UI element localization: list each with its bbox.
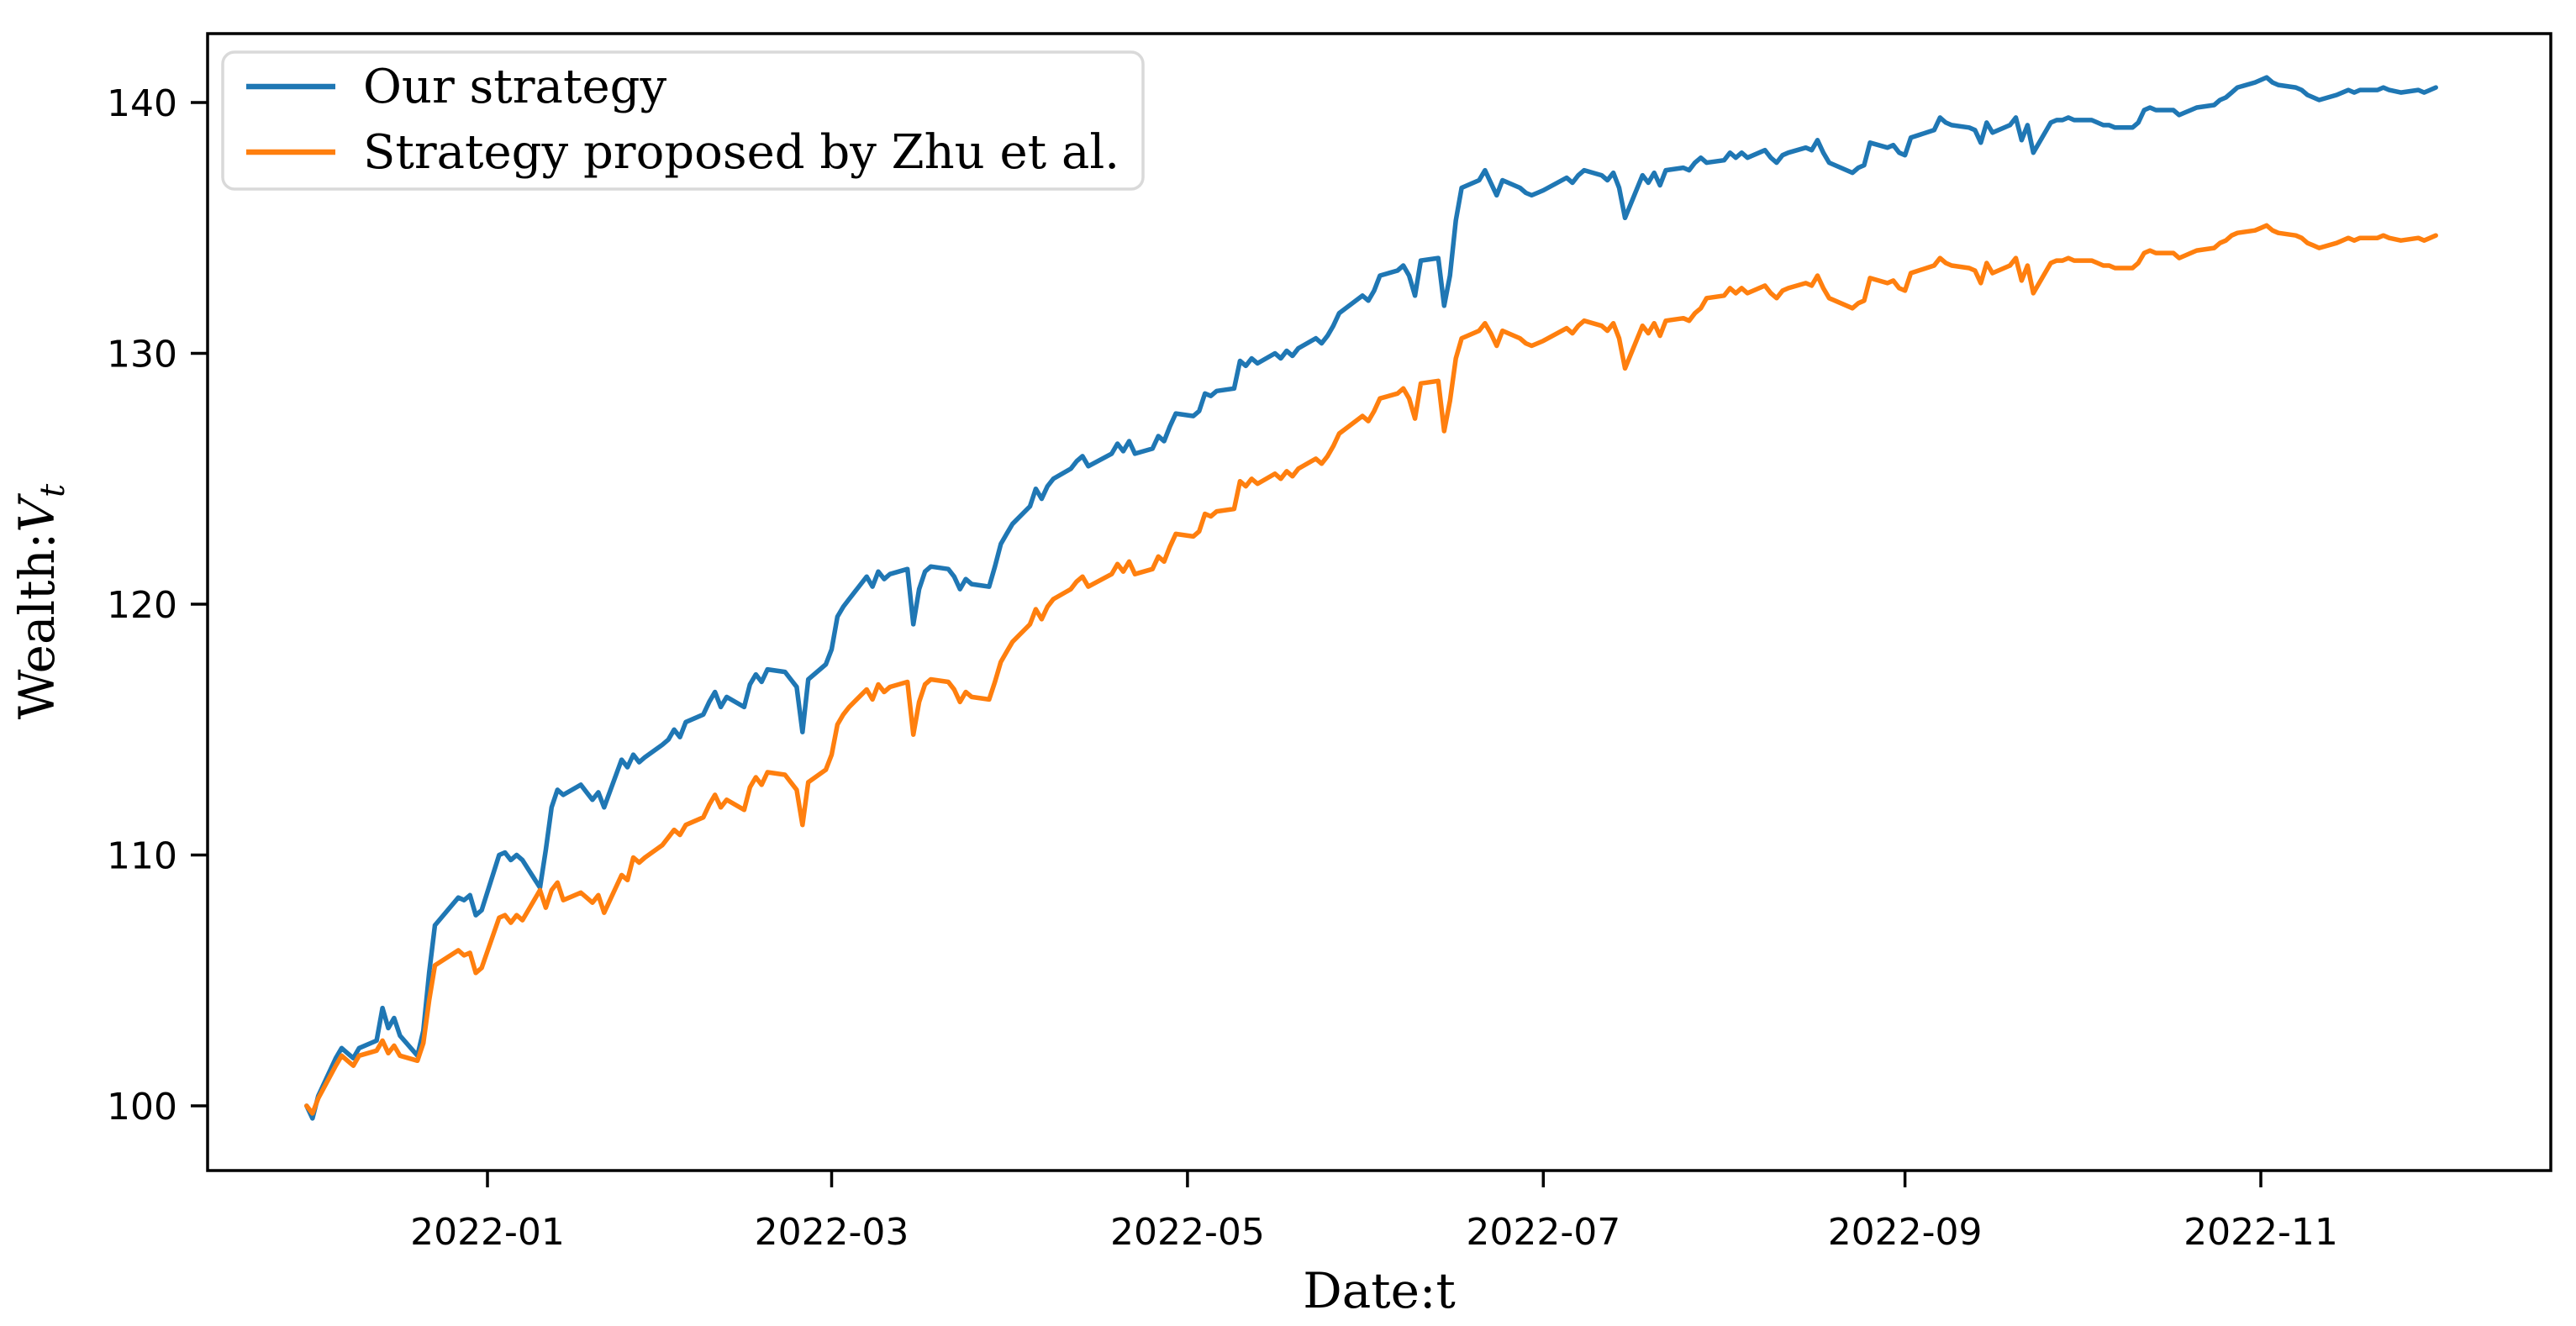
y-axis-label-subscript: t [34,483,72,497]
series-line-our-strategy [304,75,2438,1121]
y-tick-label-110: 110 [107,835,177,878]
x-axis-label: Date:t [1303,1262,1456,1319]
y-tick-label-100: 100 [107,1086,177,1129]
legend: Our strategy Strategy proposed by Zhu et… [221,50,1145,191]
y-tick-label-140: 140 [107,82,177,125]
legend-label-zhu-strategy: Strategy proposed by Zhu et al. [363,125,1119,180]
x-tick-label-2022-03: 2022-03 [755,1211,909,1254]
series-line-zhu-strategy [304,223,2438,1116]
legend-label-our-strategy: Our strategy [363,60,666,114]
y-tick-label-130: 130 [107,334,177,376]
x-tick-label-2022-09: 2022-09 [1828,1211,1983,1254]
y-axis-label-variable: V [8,493,66,533]
y-tick-label-120: 120 [107,584,177,627]
plot-border [206,32,2552,1172]
y-axis-label-prefix: Wealth: [8,533,66,720]
x-tick-label-2022-05: 2022-05 [1110,1211,1265,1254]
legend-box [221,50,1145,191]
y-axis-label: Wealth:Vt [8,483,72,719]
x-tick-label-2022-07: 2022-07 [1466,1211,1620,1254]
x-tick-label-2022-01: 2022-01 [410,1211,565,1254]
x-tick-label-2022-11: 2022-11 [2184,1211,2338,1254]
